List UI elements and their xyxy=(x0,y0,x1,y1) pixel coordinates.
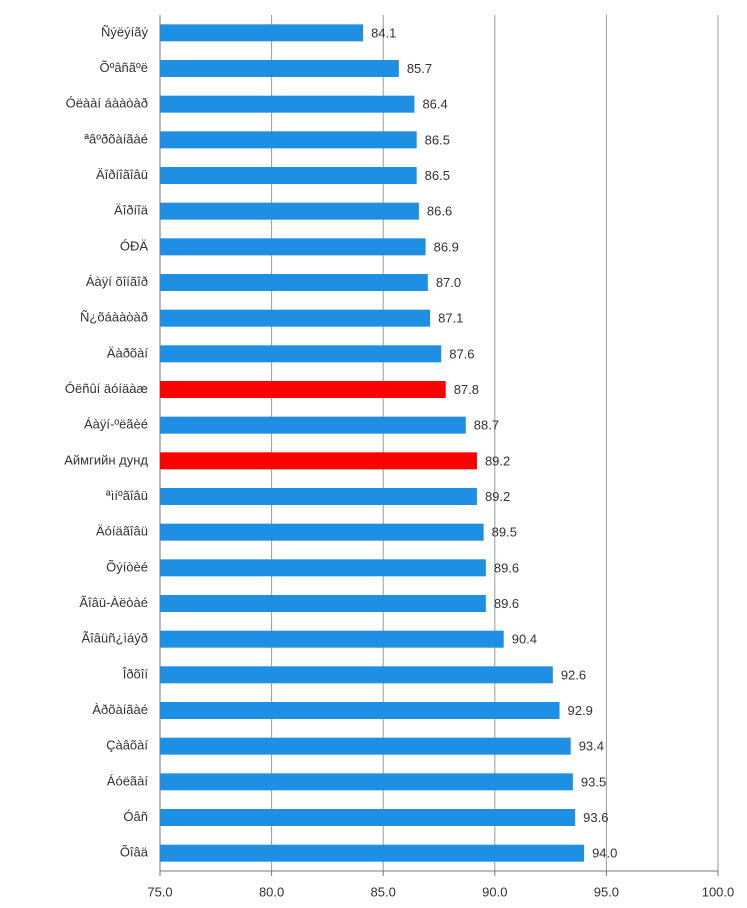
y-tick-label: Õºâñãºë xyxy=(99,60,148,75)
y-tick-label: Аймгийн дунд xyxy=(64,452,148,467)
x-tick-label: 90.0 xyxy=(482,884,507,899)
y-tick-label: ªìíºãîâü xyxy=(106,488,148,503)
bar xyxy=(160,381,446,398)
value-label: 84.1 xyxy=(371,25,396,40)
x-tick-label: 75.0 xyxy=(147,884,172,899)
value-label: 86.4 xyxy=(422,97,447,112)
y-tick-label: Óëñûí äóíäàæ xyxy=(65,381,148,396)
y-tick-label: Äàðõàí xyxy=(107,345,149,360)
y-tick-label: ªâºðõàíãàé xyxy=(84,131,148,146)
bar xyxy=(160,523,484,541)
y-tick-label: Äóíäãîâü xyxy=(96,524,148,539)
bar xyxy=(160,844,585,862)
value-label: 85.7 xyxy=(407,61,432,76)
bar xyxy=(160,274,428,291)
y-tick-label: Óâñ xyxy=(123,809,148,824)
bar xyxy=(160,452,477,470)
x-tick-label: 85.0 xyxy=(371,884,396,899)
x-tick-label: 80.0 xyxy=(259,884,284,899)
bar xyxy=(160,559,486,577)
bar xyxy=(160,809,576,826)
value-label: 86.5 xyxy=(425,132,450,147)
bar xyxy=(160,595,486,612)
bar xyxy=(160,345,442,363)
y-tick-label: Ãîâüñ¿ìáýð xyxy=(82,631,149,646)
y-tick-label: Àðõàíãàé xyxy=(92,702,148,717)
value-label: 86.6 xyxy=(427,204,452,219)
value-label: 89.2 xyxy=(485,453,510,468)
bar xyxy=(160,24,364,42)
value-label: 93.6 xyxy=(583,810,608,825)
value-label: 90.4 xyxy=(512,632,537,647)
y-tick-label: Ñ¿õáààòàð xyxy=(80,310,148,325)
y-tick-label: Ñýëýíãý xyxy=(101,24,148,39)
bar xyxy=(160,666,553,684)
bar xyxy=(160,95,415,113)
bar xyxy=(160,60,399,77)
bar xyxy=(160,202,419,220)
y-tick-label: Áóëãàí xyxy=(107,773,149,788)
bar xyxy=(160,309,431,327)
y-tick-label: Áàÿí õîíãîð xyxy=(86,274,148,289)
y-tick-label: Îðõîí xyxy=(122,666,149,681)
value-label: 88.7 xyxy=(474,418,499,433)
bar xyxy=(160,238,426,256)
y-tick-label: Çàâõàí xyxy=(106,738,148,753)
value-label: 93.4 xyxy=(579,739,604,754)
y-tick-label: Äîðíîä xyxy=(114,203,149,218)
y-tick-label: Ãîâü-Àëòàé xyxy=(79,595,148,610)
value-label: 87.8 xyxy=(454,382,479,397)
value-label: 86.9 xyxy=(434,239,459,254)
value-label: 89.2 xyxy=(485,489,510,504)
y-tick-label: Áàÿí-ºëãèé xyxy=(84,417,148,432)
value-label: 89.6 xyxy=(494,560,519,575)
value-label: 87.1 xyxy=(438,311,463,326)
value-label: 87.0 xyxy=(436,275,461,290)
value-label: 92.9 xyxy=(568,703,593,718)
bar xyxy=(160,630,504,648)
bar xyxy=(160,702,560,719)
value-label: 94.0 xyxy=(592,846,617,861)
y-tick-label: Õýíòèé xyxy=(106,559,148,574)
value-label: 89.5 xyxy=(492,525,517,540)
value-label: 86.5 xyxy=(425,168,450,183)
y-tick-label: Äîðíîãîâü xyxy=(96,167,148,182)
value-label: 92.6 xyxy=(561,667,586,682)
bar xyxy=(160,167,417,184)
value-label: 89.6 xyxy=(494,596,519,611)
bar xyxy=(160,416,466,434)
value-label: 93.5 xyxy=(581,774,606,789)
x-tick-label: 100.0 xyxy=(702,884,735,899)
bar xyxy=(160,737,571,755)
bar xyxy=(160,488,477,505)
y-tick-label: ÓÐÄ xyxy=(120,238,149,253)
y-tick-label: Óëààí áààòàð xyxy=(66,96,148,111)
value-label: 87.6 xyxy=(449,346,474,361)
bar xyxy=(160,773,573,791)
y-tick-label: Õîâä xyxy=(120,845,149,860)
x-tick-label: 95.0 xyxy=(594,884,619,899)
bar xyxy=(160,131,417,149)
